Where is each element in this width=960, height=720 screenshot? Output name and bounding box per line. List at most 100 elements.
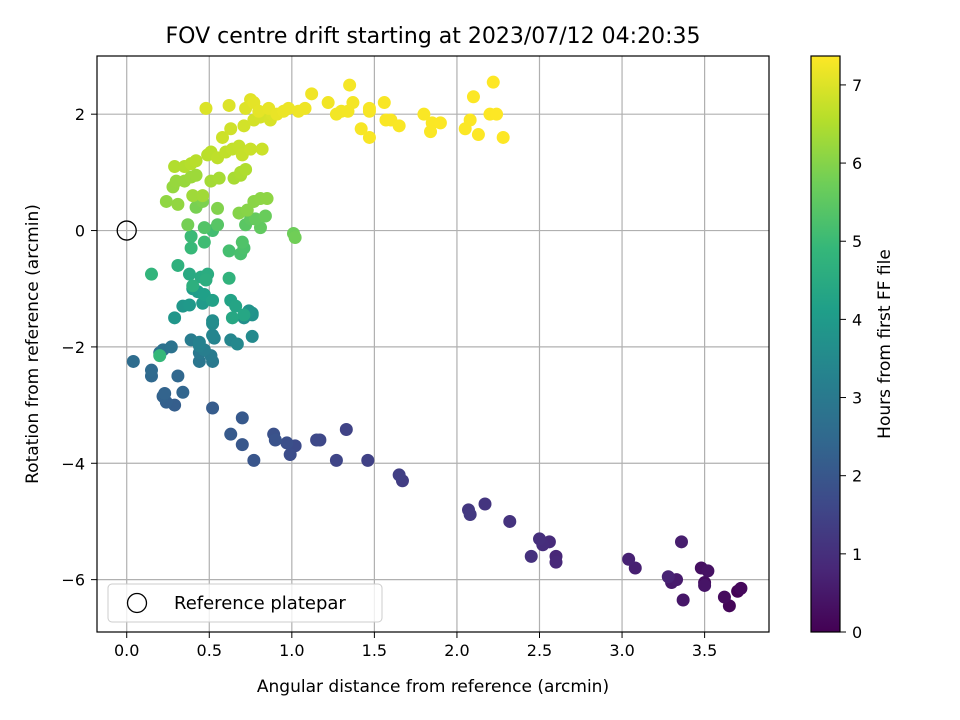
data-point (503, 514, 517, 528)
x-tick-label: 2.5 (527, 641, 552, 660)
data-point (622, 552, 636, 566)
colorbar-tick-label: 4 (852, 310, 862, 329)
data-point (661, 570, 675, 584)
data-point (424, 125, 438, 139)
data-point (181, 218, 195, 232)
data-point (164, 340, 178, 354)
legend-label: Reference platepar (174, 593, 346, 614)
data-point (258, 209, 272, 223)
colorbar-label: Hours from first FF file (875, 249, 895, 439)
x-tick-label: 0.0 (114, 641, 139, 660)
data-point (176, 385, 190, 399)
data-point (249, 212, 263, 226)
data-point (282, 101, 296, 115)
data-point (362, 101, 376, 115)
data-point (189, 168, 203, 182)
data-point (224, 122, 238, 136)
data-point (222, 244, 236, 258)
chart-title: FOV centre drift starting at 2023/07/12 … (166, 24, 701, 49)
data-point (171, 258, 185, 272)
data-point (310, 433, 324, 447)
data-point (186, 279, 200, 293)
data-point (362, 130, 376, 144)
colorbar-tick-label: 2 (852, 467, 862, 486)
data-point (433, 116, 447, 130)
y-tick-label: −4 (61, 454, 85, 473)
plot-frame (96, 55, 770, 633)
reference-point-group (116, 220, 137, 241)
data-point (354, 122, 368, 136)
x-tick-label: 1.0 (279, 641, 304, 660)
x-tick-label: 0.5 (197, 641, 222, 660)
legend-box (107, 583, 383, 623)
y-tick-label: −6 (61, 571, 85, 590)
data-point (701, 564, 715, 578)
data-point (717, 590, 731, 604)
data-point (392, 119, 406, 133)
data-point (247, 453, 261, 467)
data-point (206, 293, 220, 307)
data-point (168, 160, 182, 174)
data-point (417, 107, 431, 121)
data-point (549, 555, 563, 569)
colorbar-tick-label: 7 (852, 76, 862, 95)
colorbar-frame (810, 55, 841, 633)
data-point (252, 104, 266, 118)
data-point (225, 311, 239, 325)
data-point (237, 119, 251, 133)
reference-point-marker (116, 220, 137, 241)
data-points (126, 75, 748, 613)
data-point (171, 197, 185, 211)
data-point (197, 235, 211, 249)
data-point (182, 267, 196, 281)
data-point (230, 337, 244, 351)
data-point (206, 328, 220, 342)
data-point (206, 314, 220, 328)
y-tick-label: 0 (75, 222, 85, 241)
data-point (288, 231, 302, 245)
data-point (158, 386, 172, 400)
data-point (486, 75, 500, 89)
data-point (245, 329, 259, 343)
data-point (698, 578, 712, 592)
data-point (235, 438, 249, 452)
legend-marker-circle (126, 592, 148, 614)
data-point (199, 101, 213, 115)
x-tick-label: 3.0 (609, 641, 634, 660)
data-point (339, 423, 353, 437)
data-point (524, 549, 538, 563)
grid-lines (97, 56, 769, 632)
data-point (463, 507, 477, 521)
data-point (171, 369, 185, 383)
data-point (235, 235, 249, 249)
colorbar-ticks: 0 1 2 3 4 5 6 7 (840, 76, 862, 642)
data-point (239, 162, 253, 176)
data-point (496, 130, 510, 144)
data-point (298, 101, 312, 115)
data-point (224, 427, 238, 441)
y-tick-label: 2 (75, 105, 85, 124)
data-point (211, 218, 225, 232)
data-point (305, 87, 319, 101)
data-point (192, 335, 206, 349)
data-point (153, 349, 167, 363)
y-axis-ticks: −6 −4 −2 0 2 (61, 105, 97, 590)
data-point (211, 201, 225, 215)
data-point (184, 241, 198, 255)
data-point (126, 354, 140, 368)
colorbar-tick-label: 5 (852, 232, 862, 251)
y-tick-label: −2 (61, 338, 85, 357)
data-point (674, 535, 688, 549)
data-point (343, 78, 357, 92)
data-point (222, 271, 236, 285)
data-point (186, 189, 200, 203)
data-point (144, 267, 158, 281)
data-point (184, 229, 198, 243)
data-point (329, 453, 343, 467)
data-point (268, 433, 282, 447)
data-point (235, 411, 249, 425)
data-point (255, 142, 269, 156)
data-point (478, 497, 492, 511)
data-point (260, 192, 274, 206)
data-point (463, 113, 477, 127)
